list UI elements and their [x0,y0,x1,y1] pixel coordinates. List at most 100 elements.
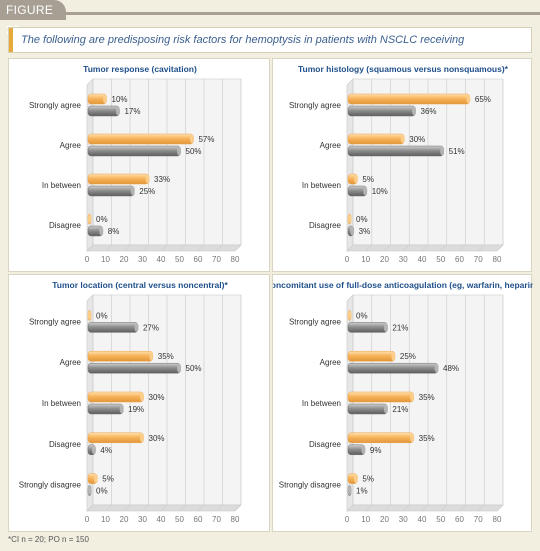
bar-gray [347,362,439,374]
x-tick-label: 0 [85,255,90,264]
figure-header-rule [66,12,540,15]
gridline-floor [160,504,168,512]
chart-title: Tumor response (cavitation) [83,64,197,74]
bar-cap [391,351,396,361]
category-label: Strongly disagree [19,481,82,490]
gridline-floor [142,504,149,512]
data-label: 5% [102,475,114,484]
category-label: Agree [60,358,82,367]
data-label: 36% [421,107,437,116]
category-label: In between [302,399,341,408]
gridline-floor [216,504,223,512]
data-label: 27% [143,323,159,332]
bar-cap [347,486,352,496]
x-tick-label: 70 [474,255,483,264]
bar-cap [140,433,144,443]
bar-cap [149,351,154,361]
data-label: 50% [186,147,202,156]
data-label: 25% [139,187,155,196]
bar-cap [383,404,388,414]
bar-gray [87,403,124,415]
x-tick-label: 80 [231,515,240,524]
bar-cap [412,106,416,116]
bar-gray [87,362,181,374]
bar-orange [87,173,150,185]
data-label: 5% [362,475,374,484]
bar-cap [87,486,92,496]
gridline-floor [440,504,447,512]
x-tick-label: 60 [455,515,464,524]
x-tick-label: 70 [474,515,483,524]
gridline-floor [365,244,372,252]
gridline-floor [459,244,466,252]
gridline-floor [421,504,429,512]
bar-cap [87,214,92,224]
gridline-floor [403,244,410,252]
bar-gray [87,105,120,117]
category-label: Strongly agree [29,101,82,110]
chart-title: Concomitant use of full-dose anticoagula… [273,280,533,290]
x-tick-label: 40 [418,255,427,264]
data-label: 3% [359,227,371,236]
bar-cap [140,392,144,402]
bar-gray [347,322,388,333]
chart-svg-4: Concomitant use of full-dose anticoagula… [265,280,540,524]
category-label: Agree [320,141,342,150]
gridline-floor [496,504,504,512]
data-label: 21% [392,323,408,332]
data-label: 17% [124,107,140,116]
bar-orange [347,350,396,362]
gridline-floor [179,244,186,252]
category-label: Disagree [309,221,342,230]
x-tick-label: 30 [138,515,147,524]
gridline-floor [403,504,410,512]
gridline-floor [105,244,112,252]
bar-cap [383,322,388,332]
data-label: 4% [100,446,112,455]
x-tick-label: 80 [231,255,240,264]
figure-label: FIGURE 22 [0,0,66,37]
x-tick-label: 10 [101,515,110,524]
bar-gray [87,145,181,157]
bar-cap [434,363,439,373]
gridline-floor [105,504,112,512]
data-label: 51% [449,147,465,156]
chart-svg-3: Tumor location (central versus noncentra… [19,280,242,524]
bar-cap [363,186,368,196]
chart-svg-2: Tumor histology (squamous versus nonsqua… [289,64,509,264]
chart-title: Tumor location (central versus noncentra… [52,280,228,290]
gridline-floor [346,244,354,252]
bar-cap [103,94,107,104]
gridline-floor [179,504,186,512]
bar-cap [350,226,355,236]
category-label: Strongly disagree [279,481,342,490]
chart-panel-4: Concomitant use of full-dose anticoagula… [265,274,540,532]
x-tick-label: 0 [345,255,350,264]
chart-panel-3: Tumor location (central versus noncentra… [8,274,270,532]
x-tick-label: 10 [101,255,110,264]
data-label: 21% [392,405,408,414]
x-tick-label: 20 [380,255,389,264]
data-label: 19% [128,405,144,414]
gridline-floor [197,244,205,252]
bar-cap [347,310,352,320]
data-label: 8% [108,227,120,236]
bar-orange [87,391,144,403]
x-tick-label: 50 [436,255,445,264]
gridline-floor [421,244,429,252]
bar-orange [347,133,405,145]
bar-gray [87,185,135,197]
gridline-floor [123,504,131,512]
data-label: 57% [198,135,214,144]
x-tick-label: 40 [418,515,427,524]
gridline-floor [142,244,149,252]
data-label: 30% [149,393,165,402]
data-label: 0% [356,311,368,320]
x-tick-label: 40 [157,255,166,264]
bar-cap [189,134,194,144]
data-label: 35% [419,434,435,443]
category-label: Strongly agree [29,317,82,326]
data-label: 33% [154,175,170,184]
x-tick-label: 0 [345,515,350,524]
footnote: *CI n = 20; PO n = 150 [8,535,89,544]
